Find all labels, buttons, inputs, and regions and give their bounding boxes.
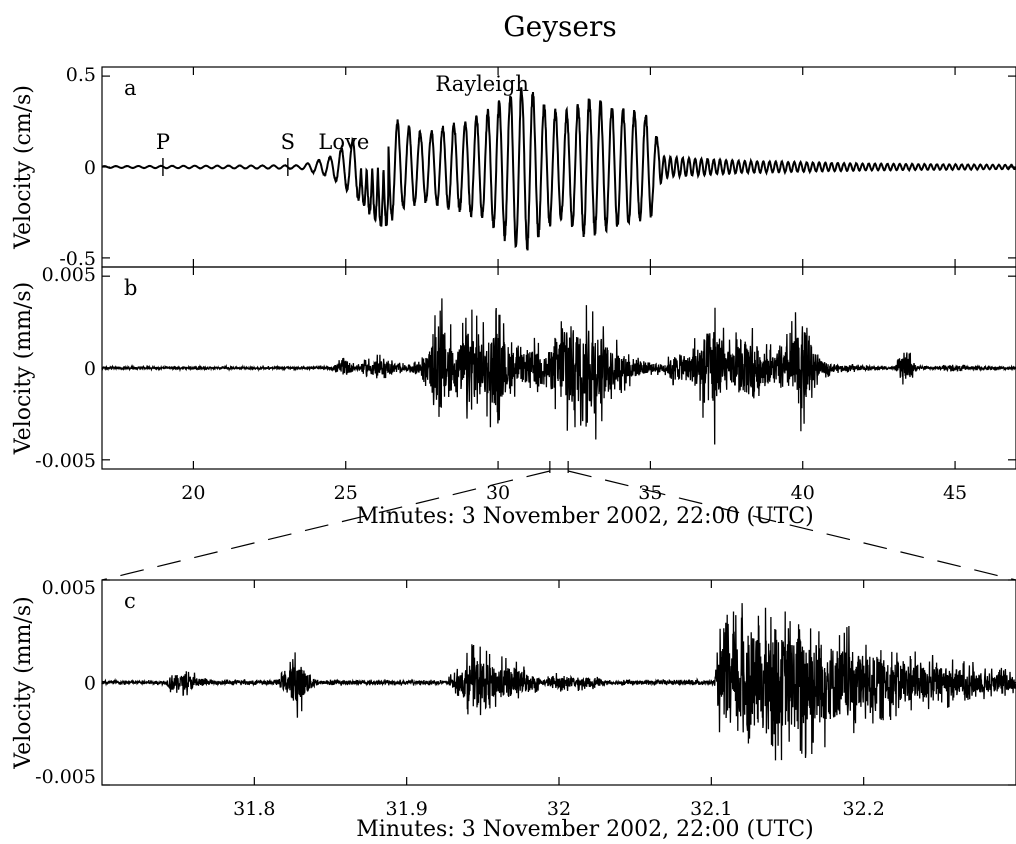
y-tick-label: 0	[84, 358, 96, 380]
x-axis-label-bottom: Minutes: 3 November 2002, 22:00 (UTC)	[356, 817, 813, 842]
x-tick-label: 31.8	[233, 798, 275, 820]
y-axis-label-a: Velocity (cm/s)	[11, 85, 36, 250]
y-tick-label: 0.005	[42, 577, 96, 599]
panel-letter-b: b	[124, 276, 137, 300]
series-trace-a	[101, 87, 1016, 251]
plot-layer: a Velocity (cm/s) 0.5 0 -0.5 P S Love Rayleigh b V…	[11, 64, 1016, 820]
series-trace-c	[101, 603, 1016, 761]
y-axis-label-b: Velocity (mm/s)	[11, 282, 36, 455]
figure-title: Geysers	[503, 10, 616, 43]
phase-label-love: Love	[318, 130, 369, 154]
x-tick-label: 20	[181, 482, 205, 504]
zoom-connector-right	[567, 470, 1016, 581]
y-axis-label-c: Velocity (mm/s)	[11, 596, 36, 769]
y-tick-label: -0.005	[35, 766, 96, 788]
x-tick-label: 32	[547, 798, 571, 820]
x-axis-label-top: Minutes: 3 November 2002, 22:00 (UTC)	[356, 504, 813, 529]
x-tick-label: 40	[791, 482, 815, 504]
x-tick-label: 32.2	[843, 798, 885, 820]
panel-letter-a: a	[124, 76, 137, 100]
x-tick-label: 30	[486, 482, 510, 504]
zoom-connector-left	[101, 470, 551, 581]
series-trace-b	[101, 298, 1016, 445]
y-tick-label: -0.5	[59, 248, 96, 270]
y-tick-label: -0.005	[35, 450, 96, 472]
panel-letter-c: c	[124, 589, 136, 613]
x-tick-label: 35	[638, 482, 662, 504]
x-tick-label: 31.9	[386, 798, 428, 820]
y-tick-label: 0.5	[66, 64, 96, 86]
y-tick-label: 0.005	[42, 264, 96, 286]
y-tick-label: 0	[84, 157, 96, 179]
x-tick-label: 32.1	[690, 798, 732, 820]
phase-label-rayleigh: Rayleigh	[435, 72, 529, 96]
phase-label-s: S	[281, 130, 295, 154]
phase-label-p: P	[156, 130, 170, 154]
x-tick-label: 25	[334, 482, 358, 504]
x-tick-label: 45	[943, 482, 967, 504]
y-tick-label: 0	[84, 673, 96, 695]
